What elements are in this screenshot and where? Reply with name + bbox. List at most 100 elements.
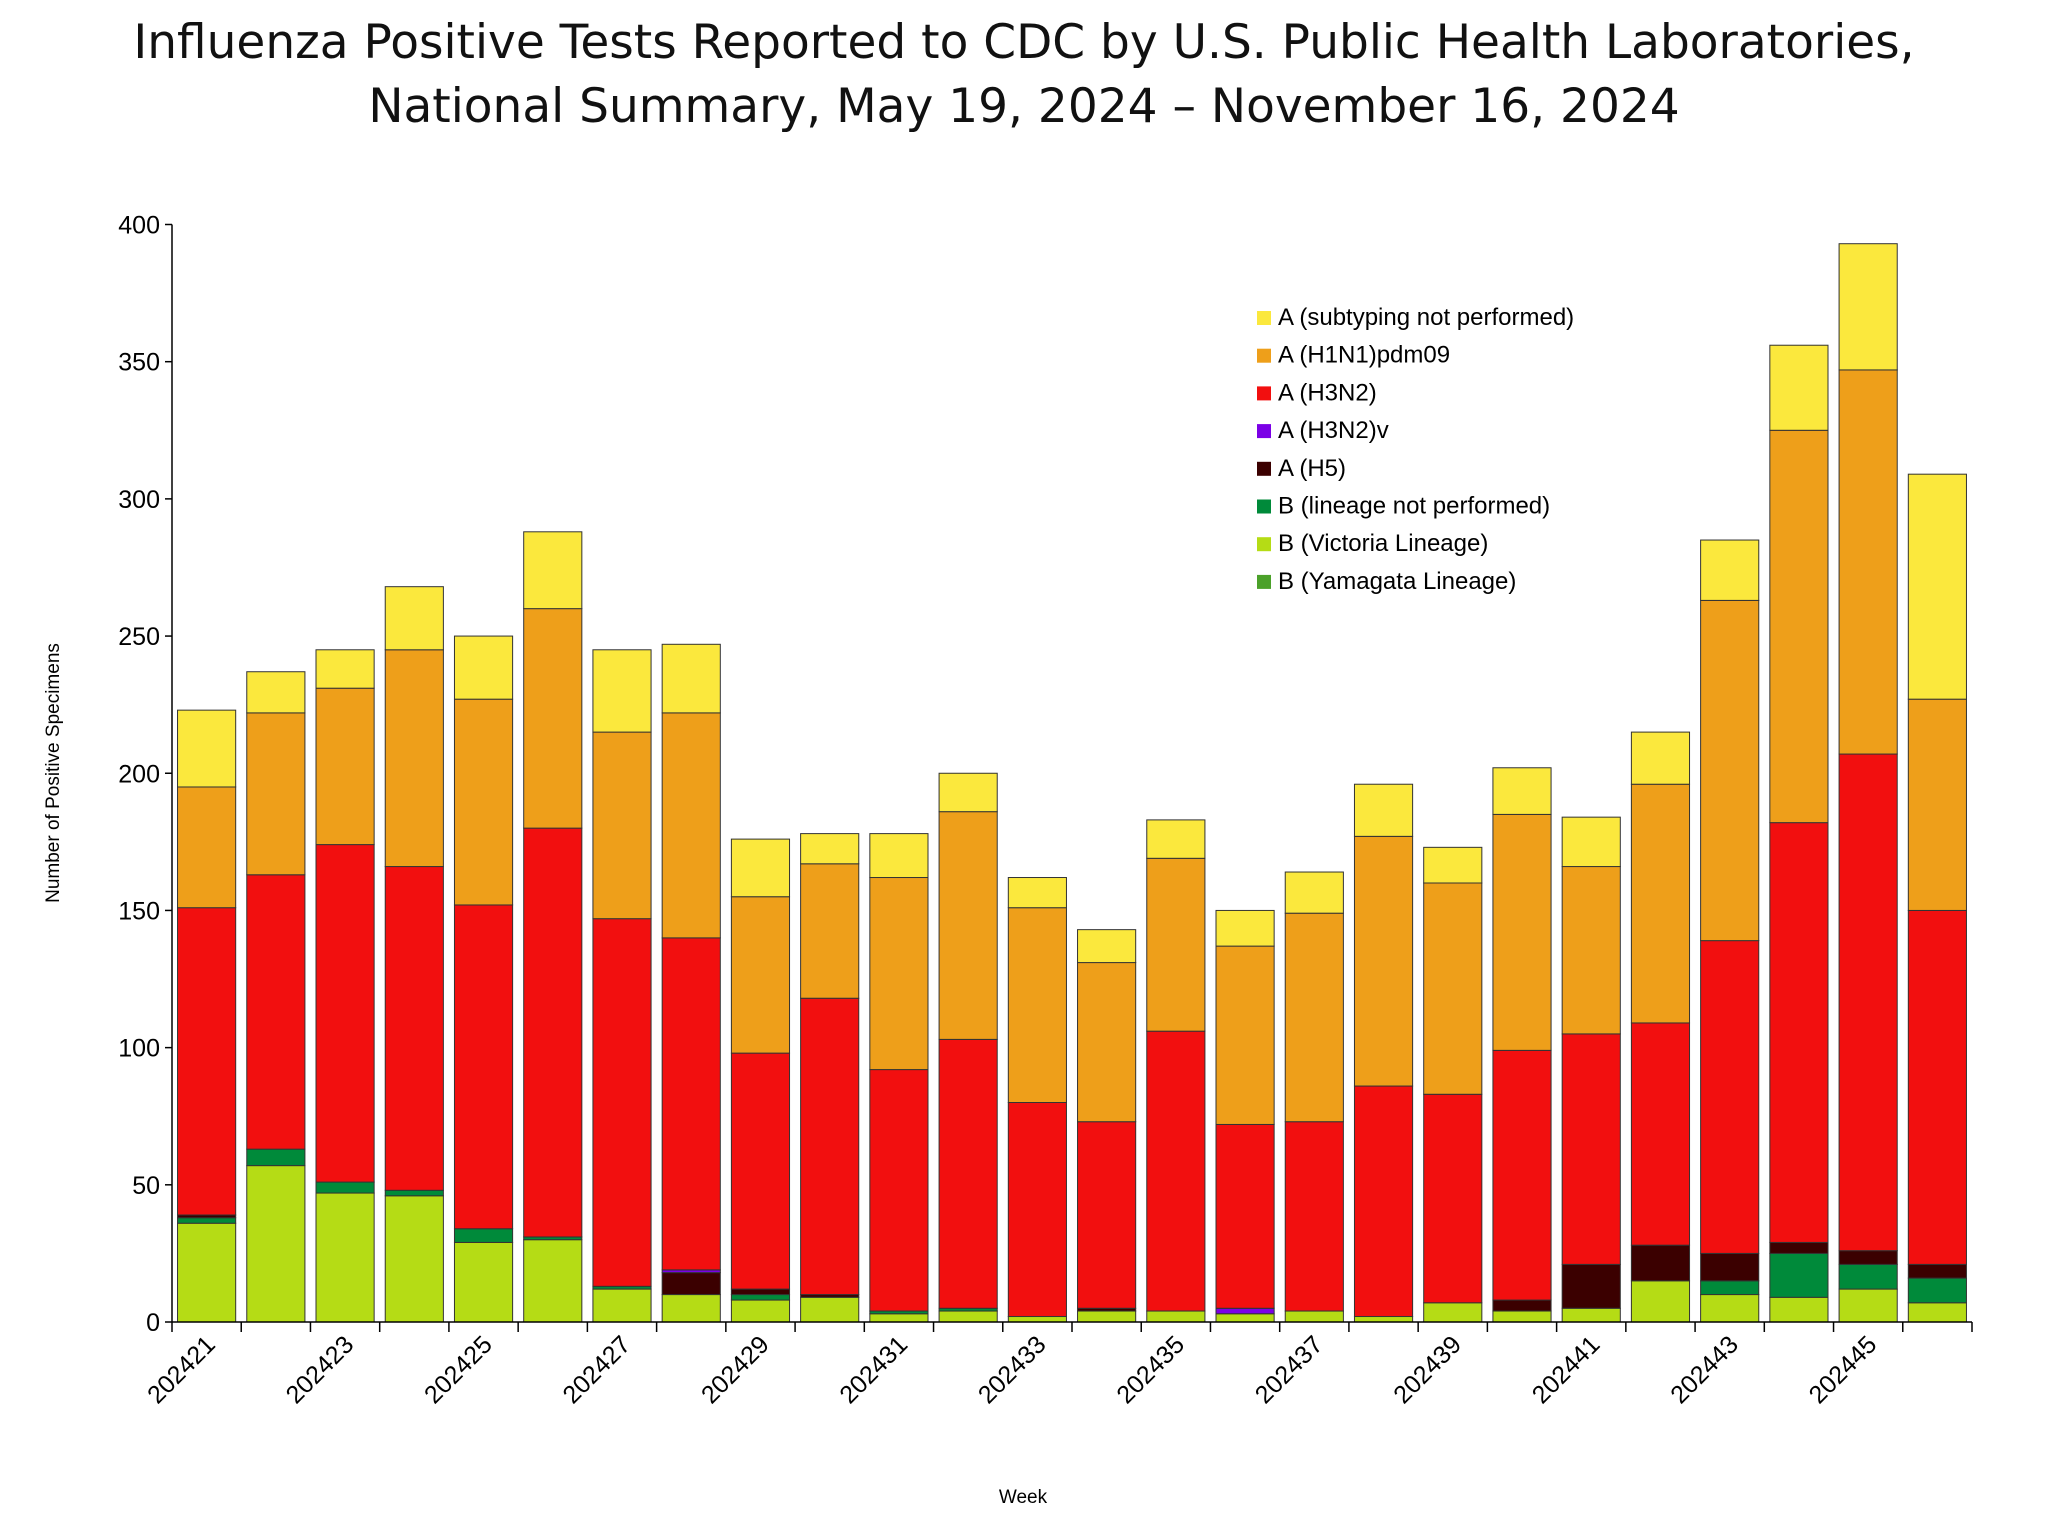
bar-segment (1284, 1310, 1344, 1323)
bar-segment (1146, 1030, 1206, 1312)
bar-segment (246, 874, 306, 1150)
bar-segment (315, 1192, 375, 1323)
bars (177, 243, 1967, 1323)
bar-segment (384, 1195, 444, 1323)
bar-segment (1561, 866, 1621, 1035)
x-axis-label: Week (999, 1487, 1048, 1508)
bar-segment (1007, 1102, 1067, 1318)
bar-segment (1353, 1085, 1414, 1318)
bar-segment (1907, 909, 1967, 1265)
y-tick-label: 100 (118, 1035, 160, 1063)
bar-segment (1492, 813, 1552, 1051)
bar-segment (1007, 907, 1067, 1103)
bar-segment (869, 833, 929, 879)
bar-segment (177, 1222, 237, 1323)
bar-segment (1630, 731, 1691, 785)
bar-segment (1215, 1123, 1275, 1309)
bar-segment (730, 896, 791, 1054)
bar-segment (1423, 882, 1483, 1095)
legend: A (subtyping not performed) A (H1N1)pdm09… (1257, 304, 1574, 595)
bar-segment (523, 827, 583, 1238)
bar-segment (730, 1299, 791, 1323)
y-tick-label: 300 (118, 486, 160, 514)
legend-swatch (1257, 348, 1271, 363)
bar-202432 (938, 772, 998, 1323)
bar-segment (1769, 344, 1829, 431)
bar-202436 (1215, 909, 1275, 1323)
bar-segment (1146, 857, 1206, 1032)
bar-202446 (1907, 473, 1967, 1323)
bar-segment (1769, 1241, 1829, 1254)
bar-segment (523, 1239, 583, 1323)
bar-segment (1007, 1316, 1067, 1323)
bar-segment (177, 709, 237, 788)
bar-segment (1838, 1250, 1898, 1265)
bar-segment (730, 1294, 791, 1301)
bar-202427 (592, 649, 652, 1323)
x-tick-label: 202441 (1527, 1330, 1606, 1409)
bar-segment (1077, 962, 1137, 1123)
bar-segment (384, 586, 444, 651)
bar-segment (661, 712, 721, 939)
bar-segment (1423, 846, 1483, 884)
bar-segment (1284, 1121, 1344, 1312)
bar-segment (315, 1181, 375, 1194)
legend-label: A (H3N2)v (1278, 417, 1389, 444)
legend-label: B (Yamagata Lineage) (1278, 568, 1516, 595)
bar-202441 (1561, 816, 1621, 1323)
bar-segment (1492, 1310, 1552, 1323)
bar-202435 (1146, 819, 1206, 1323)
bar-segment (246, 712, 306, 876)
bar-202424 (384, 586, 444, 1323)
bar-segment (1284, 912, 1344, 1123)
bar-segment (1215, 909, 1275, 947)
bar-segment (1907, 1263, 1967, 1279)
bar-segment (1769, 1296, 1829, 1323)
y-tick-label: 0 (146, 1309, 160, 1337)
legend-swatch (1257, 424, 1271, 439)
legend-label: A (H3N2) (1278, 379, 1377, 406)
bar-segment (1907, 1277, 1967, 1304)
legend-item: A (H3N2)v (1257, 417, 1389, 444)
x-tick-label: 202429 (696, 1330, 775, 1409)
bar-segment (1492, 767, 1552, 815)
bar-segment (453, 904, 514, 1230)
bar-segment (177, 1217, 237, 1224)
x-tick-label: 202439 (1388, 1330, 1467, 1409)
bar-segment (1353, 835, 1414, 1087)
bar-202429 (730, 838, 791, 1323)
bar-202431 (869, 833, 929, 1323)
bar-segment (592, 731, 652, 920)
bar-segment (1077, 929, 1137, 964)
legend-item: A (H3N2) (1257, 379, 1377, 406)
bar-segment (869, 1069, 929, 1312)
legend-item: A (subtyping not performed) (1257, 304, 1574, 331)
bar-202426 (523, 531, 583, 1323)
bar-segment (1630, 1244, 1691, 1282)
bar-segment (869, 877, 929, 1071)
bar-segment (246, 1165, 306, 1323)
x-tick-label: 202445 (1804, 1330, 1883, 1409)
legend-swatch (1257, 461, 1271, 476)
y-tick-label: 400 (118, 212, 160, 240)
bar-segment (1423, 1302, 1483, 1323)
bar-segment (1838, 243, 1898, 371)
bar-202428 (661, 643, 721, 1323)
legend-swatch (1257, 537, 1271, 552)
bar-segment (1284, 871, 1344, 914)
bar-segment (1146, 819, 1206, 859)
x-tick-label: 202431 (834, 1330, 913, 1409)
bar-segment (315, 649, 375, 689)
bar-segment (315, 844, 375, 1183)
bar-segment (453, 698, 514, 906)
bar-segment (1215, 1313, 1275, 1323)
legend-item: B (Victoria Lineage) (1257, 530, 1488, 557)
bar-segment (1907, 698, 1967, 911)
bar-segment (661, 1272, 721, 1296)
x-tick-label: 202427 (557, 1330, 636, 1409)
bar-segment (1146, 1310, 1206, 1323)
bar-segment (938, 772, 998, 813)
x-tick-label: 202437 (1250, 1330, 1329, 1409)
bar-segment (800, 1296, 860, 1323)
bar-segment (1769, 822, 1829, 1243)
